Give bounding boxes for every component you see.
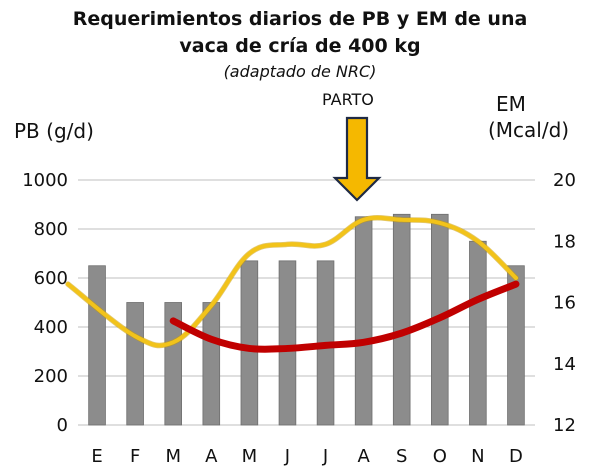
curve-series — [65, 214, 520, 353]
y-axis-right-label-unit: (Mcal/d) — [488, 118, 570, 142]
bar — [164, 302, 182, 426]
bar — [354, 216, 373, 426]
y-axis-left-ticks: 0 200 400 600 800 1000 — [22, 170, 68, 436]
y-tick-label: 1000 — [22, 170, 68, 191]
x-tick-label: S — [396, 446, 407, 467]
x-tick-label: E — [91, 446, 102, 467]
bar — [469, 240, 487, 426]
x-tick-label: F — [130, 446, 140, 467]
y2-tick-label: 18 — [553, 231, 576, 252]
x-tick-label: J — [322, 446, 328, 467]
y-tick-label: 800 — [34, 219, 68, 240]
y2-tick-label: 14 — [553, 354, 576, 375]
bar — [126, 302, 144, 426]
y-tick-label: 600 — [34, 268, 68, 289]
x-tick-label: M — [165, 446, 181, 467]
bar — [278, 260, 297, 426]
chart-title-line2: vaca de cría de 400 kg — [179, 35, 421, 57]
bar — [240, 260, 259, 426]
bar — [88, 265, 106, 426]
chart-title: Requerimientos diarios de PB y EM de una — [72, 8, 528, 30]
x-tick-label: A — [357, 446, 370, 467]
bar — [392, 213, 411, 426]
curve-em-total — [66, 215, 518, 348]
y-axis-left-label: PB (g/d) — [14, 119, 94, 143]
bar — [507, 265, 525, 426]
y2-tick-label: 20 — [553, 170, 576, 191]
x-tick-label: O — [433, 446, 447, 467]
y-axis-right-label: EM — [496, 92, 526, 116]
x-tick-label: N — [471, 446, 484, 467]
y-tick-label: 0 — [57, 415, 68, 436]
x-tick-label: J — [284, 446, 290, 467]
parto-arrow-shape — [332, 116, 382, 202]
bar — [202, 302, 221, 426]
y2-tick-label: 16 — [553, 293, 576, 314]
y-axis-right-ticks: 12 14 16 18 20 — [553, 170, 576, 436]
chart-subtitle: (adaptado de NRC) — [223, 62, 377, 81]
parto-arrow-icon — [332, 116, 382, 202]
x-tick-label: A — [205, 446, 218, 467]
parto-annotation: PARTO — [322, 90, 374, 109]
y-tick-label: 400 — [34, 317, 68, 338]
y2-tick-label: 12 — [553, 415, 576, 436]
x-tick-label: D — [509, 446, 523, 467]
curve-em-red — [169, 280, 520, 353]
y-tick-label: 200 — [34, 366, 68, 387]
x-tick-label: M — [242, 446, 258, 467]
